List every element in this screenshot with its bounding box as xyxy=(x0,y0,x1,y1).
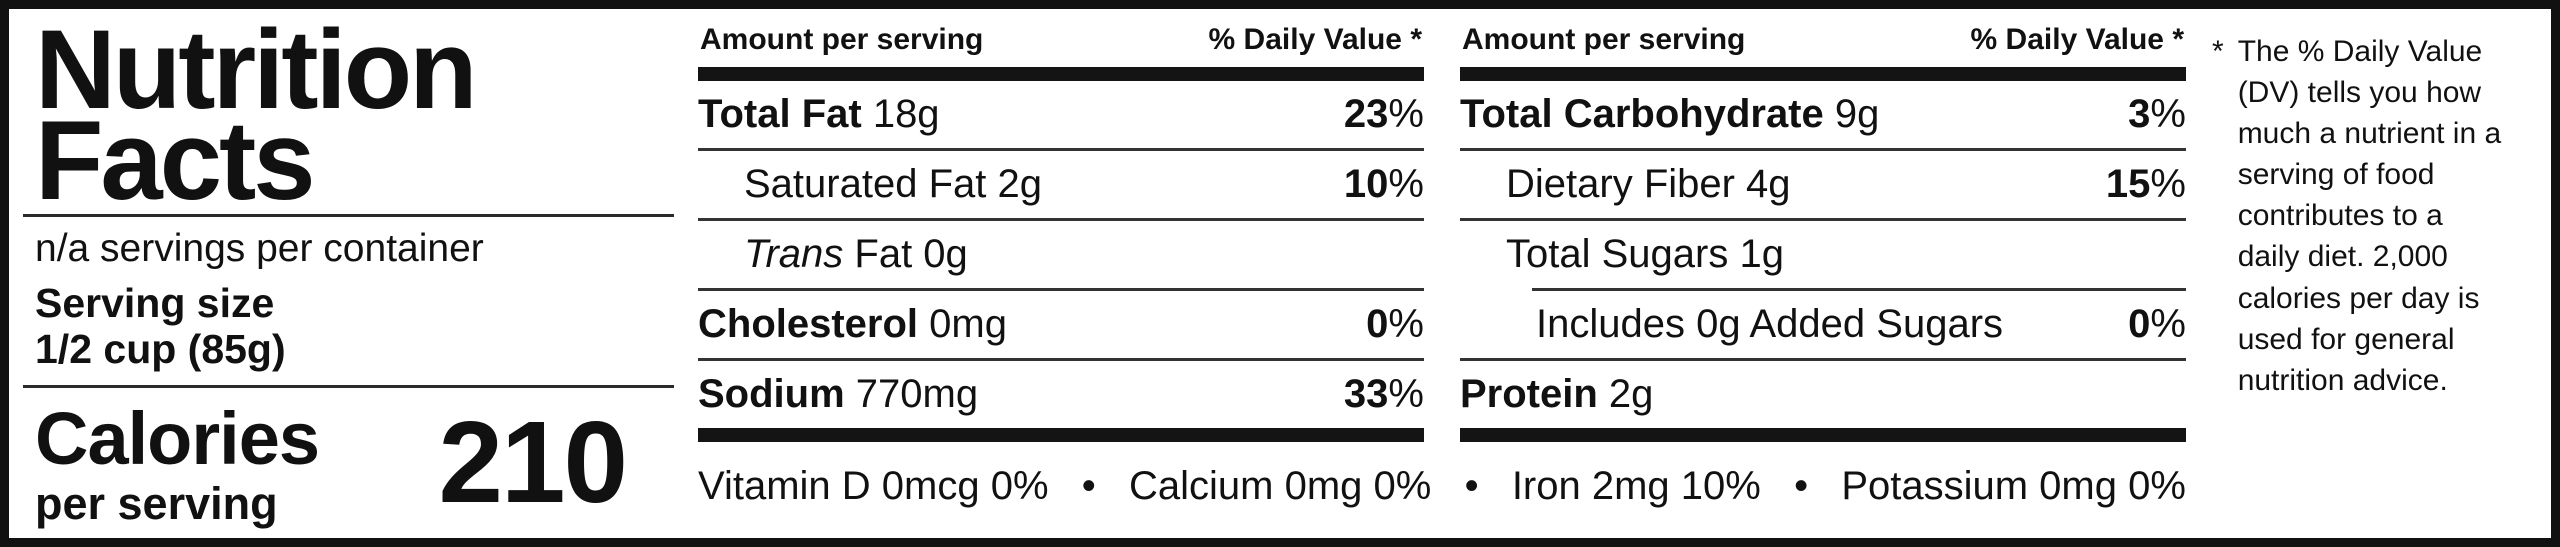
label-title-line2: Facts xyxy=(35,97,316,223)
daily-value: 15% xyxy=(2105,162,2186,206)
serving-size: Serving size 1/2 cup (85g) xyxy=(35,281,674,373)
daily-value: 33% xyxy=(1343,372,1424,416)
nutrient-name: Cholesterol 0mg xyxy=(698,302,1007,346)
nutrient-row-sodium: Sodium 770mg 33% xyxy=(698,361,1424,428)
calories-sublabel: per serving xyxy=(35,478,278,530)
micronutrient-calcium: Calcium 0mg 0% xyxy=(1129,464,1432,508)
summary-panel: Nutrition Facts n/a servings per contain… xyxy=(9,9,674,538)
nutrient-name: Total Carbohydrate 9g xyxy=(1460,92,1880,136)
nutrient-name: Sodium 770mg xyxy=(698,372,979,416)
label-title: Nutrition Facts xyxy=(35,9,674,223)
divider xyxy=(698,358,1424,361)
column-header: Amount per serving % Daily Value * xyxy=(1460,9,2186,67)
thick-bar xyxy=(698,428,1424,442)
nutrient-row-dietary-fiber: Dietary Fiber 4g 15% xyxy=(1460,151,2186,218)
thick-bar xyxy=(1460,67,2186,81)
divider xyxy=(23,385,674,389)
amount-per-serving-heading: Amount per serving xyxy=(700,23,984,56)
micronutrients-row: Vitamin D 0mcg 0% • Calcium 0mg 0% • Iro… xyxy=(698,442,2186,509)
divider xyxy=(23,214,674,218)
divider xyxy=(1460,218,2186,221)
divider xyxy=(1532,288,2186,291)
divider xyxy=(1460,148,2186,151)
daily-value: 0% xyxy=(2128,302,2186,346)
footnote-asterisk: * xyxy=(2212,35,2224,68)
nutrient-name: Protein 2g xyxy=(1460,372,1654,416)
micronutrient-iron: Iron 2mg 10% xyxy=(1511,464,1761,508)
calories-value: 210 xyxy=(438,397,628,528)
serving-size-label: Serving size xyxy=(35,280,275,327)
daily-value: 3% xyxy=(2128,92,2186,136)
calories-row: Calories per serving 210 xyxy=(35,388,674,530)
daily-value-footnote: * The % Daily Value (DV) tells you how m… xyxy=(2186,9,2551,538)
nutrient-row-total-fat: Total Fat 18g 23% xyxy=(698,81,1424,148)
nutrient-column-carb-protein: Amount per serving % Daily Value * Total… xyxy=(1460,9,2186,442)
amount-per-serving-heading: Amount per serving xyxy=(1462,23,1746,56)
daily-value-heading: % Daily Value * xyxy=(1970,23,2184,56)
nutrient-name: Includes 0g Added Sugars xyxy=(1536,302,2004,346)
nutrient-row-added-sugars: Includes 0g Added Sugars 0% xyxy=(1460,291,2186,358)
nutrient-name: Trans Fat 0g xyxy=(744,232,968,276)
calories-label: Calories xyxy=(35,397,320,481)
divider xyxy=(1460,358,2186,361)
column-header: Amount per serving % Daily Value * xyxy=(698,9,1424,67)
nutrient-name: Dietary Fiber 4g xyxy=(1506,162,1791,206)
bullet-separator: • xyxy=(1081,464,1096,508)
footnote-text: The % Daily Value (DV) tells you how muc… xyxy=(2237,35,2502,397)
nutrient-column-fat-sodium: Amount per serving % Daily Value * Total… xyxy=(698,9,1424,442)
nutrient-row-cholesterol: Cholesterol 0mg 0% xyxy=(698,291,1424,358)
daily-value: 10% xyxy=(1343,162,1424,206)
nutrient-row-total-sugars: Total Sugars 1g xyxy=(1460,221,2186,288)
daily-value: 23% xyxy=(1343,92,1424,136)
nutrient-name: Total Fat 18g xyxy=(698,92,940,136)
serving-size-value: 1/2 cup (85g) xyxy=(35,326,286,373)
nutrient-section: Amount per serving % Daily Value * Total… xyxy=(698,9,2186,538)
micronutrient-potassium: Potassium 0mg 0% xyxy=(1841,464,2186,508)
nutrient-row-total-carbohydrate: Total Carbohydrate 9g 3% xyxy=(1460,81,2186,148)
bullet-separator: • xyxy=(1794,464,1809,508)
nutrient-name: Saturated Fat 2g xyxy=(744,162,1042,206)
thick-bar xyxy=(1460,428,2186,442)
calories-labels: Calories per serving xyxy=(35,388,320,530)
nutrient-row-protein: Protein 2g xyxy=(1460,361,2186,428)
nutrient-row-trans-fat: Trans Fat 0g xyxy=(698,221,1424,288)
label-title-line1: Nutrition xyxy=(35,9,478,132)
daily-value-heading: % Daily Value * xyxy=(1208,23,1422,56)
nutrient-row-saturated-fat: Saturated Fat 2g 10% xyxy=(698,151,1424,218)
bullet-separator: • xyxy=(1464,464,1479,508)
daily-value: 0% xyxy=(1366,302,1424,346)
thick-bar xyxy=(698,67,1424,81)
nutrient-columns: Amount per serving % Daily Value * Total… xyxy=(698,9,2186,442)
divider xyxy=(698,288,1424,291)
nutrient-name: Total Sugars 1g xyxy=(1506,232,1784,276)
divider xyxy=(698,148,1424,151)
micronutrient-vitamin-d: Vitamin D 0mcg 0% xyxy=(698,464,1049,508)
servings-per-container: n/a servings per container xyxy=(35,227,484,271)
divider xyxy=(698,218,1424,221)
